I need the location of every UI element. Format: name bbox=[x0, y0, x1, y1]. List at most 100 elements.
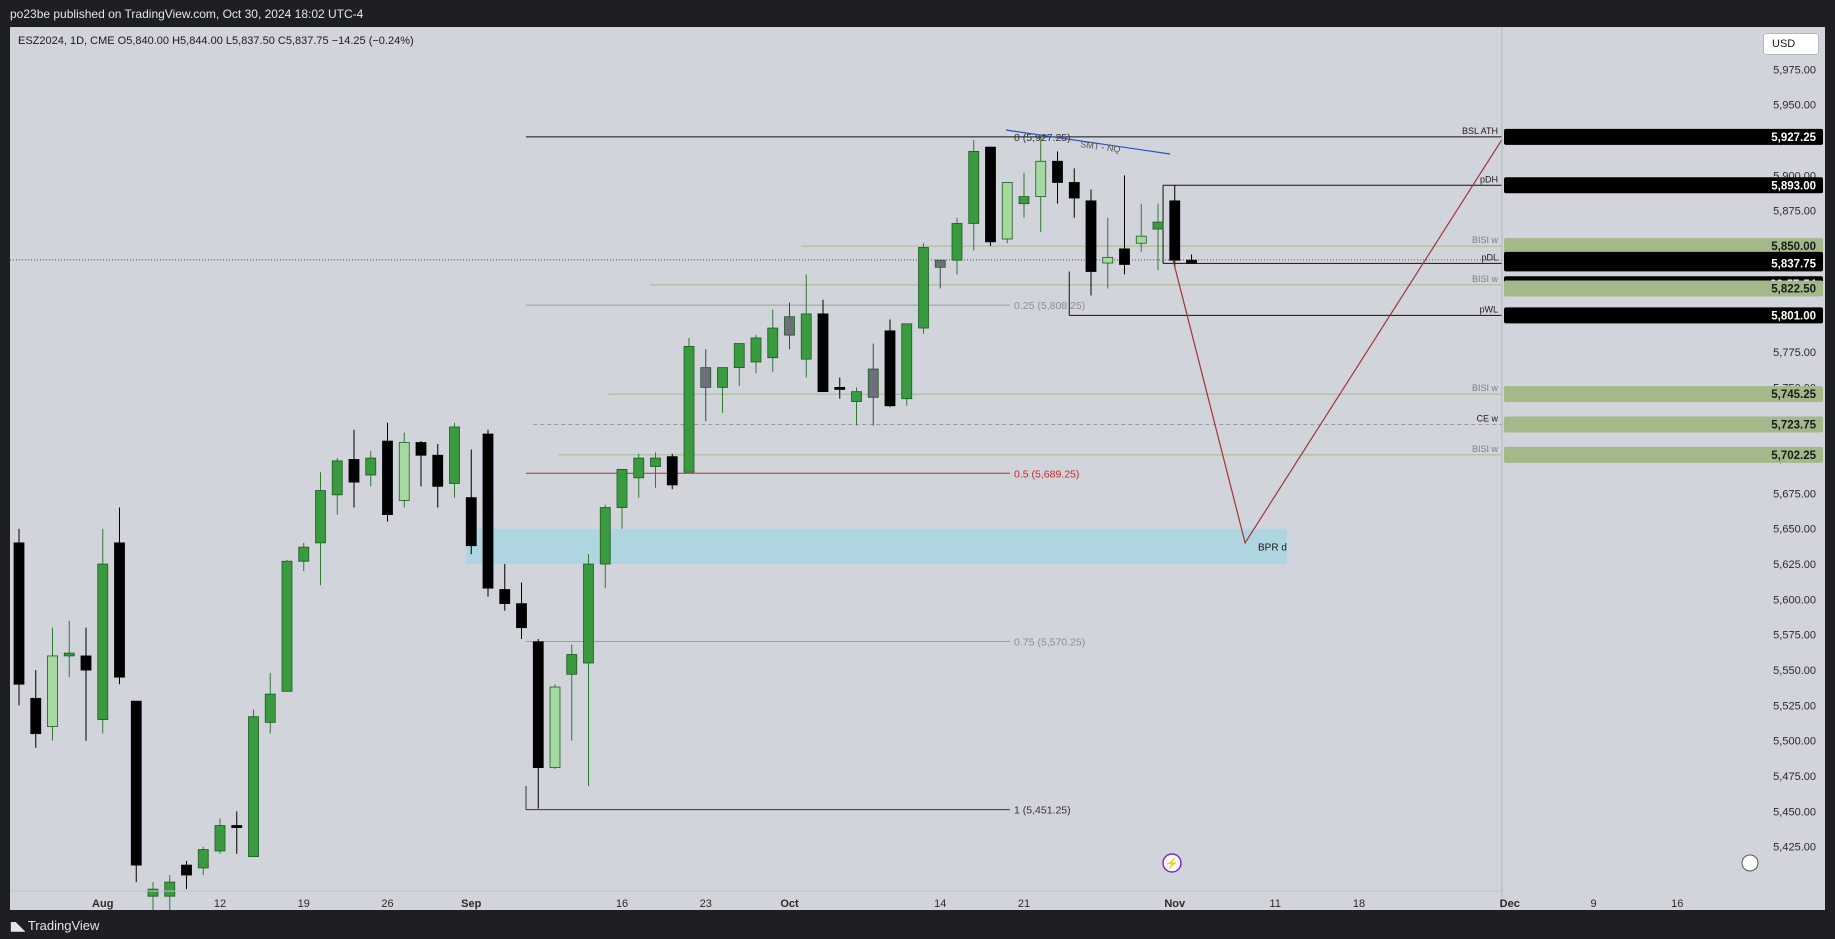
candle-body[interactable] bbox=[231, 825, 243, 828]
y-tick-label: 5,600.00 bbox=[1773, 594, 1816, 606]
candle-body[interactable] bbox=[415, 442, 427, 456]
bpr-zone[interactable] bbox=[466, 528, 1287, 565]
candle-body[interactable] bbox=[1169, 200, 1181, 261]
candle-body[interactable] bbox=[80, 655, 92, 671]
price-chart[interactable]: BPR d BSL ATH pDH pDL pWL BISI w BISI w BISI w… bbox=[10, 27, 1825, 910]
candle-body[interactable] bbox=[650, 457, 661, 467]
lightning-icon[interactable] bbox=[1162, 853, 1182, 873]
candle-body[interactable] bbox=[248, 716, 259, 858]
candle-body[interactable] bbox=[733, 343, 745, 369]
candle-body[interactable] bbox=[1018, 196, 1030, 205]
candle-body[interactable] bbox=[214, 825, 226, 852]
bottom-bar: ▮◣ TradingView bbox=[0, 910, 1835, 939]
lightning-icon-glyph: ⚡ bbox=[1165, 857, 1179, 870]
x-tick-label: 9 bbox=[1590, 898, 1596, 910]
candle-body[interactable] bbox=[985, 146, 996, 243]
candle-body[interactable] bbox=[666, 456, 678, 486]
candle-body[interactable] bbox=[683, 346, 695, 473]
candle-body[interactable] bbox=[315, 490, 326, 544]
candle-body[interactable] bbox=[1085, 200, 1097, 272]
symbol-ohlc: ESZ2024, 1D, CME O5,840.00 H5,844.00 L5,… bbox=[18, 35, 414, 47]
candle-body[interactable] bbox=[934, 259, 946, 268]
candle-body[interactable] bbox=[97, 563, 109, 720]
candle-body[interactable] bbox=[566, 654, 578, 675]
candle-body[interactable] bbox=[1186, 259, 1197, 264]
candle-body[interactable] bbox=[47, 655, 58, 728]
candle-body[interactable] bbox=[968, 150, 980, 224]
candle-body[interactable] bbox=[750, 337, 762, 363]
x-tick-label: 16 bbox=[1671, 898, 1683, 910]
candle-body[interactable] bbox=[1135, 235, 1147, 244]
fib-label: 0.75 (5,570.25) bbox=[1014, 636, 1085, 648]
candle-body[interactable] bbox=[147, 888, 159, 897]
candle-body[interactable] bbox=[63, 652, 75, 657]
candle-body[interactable] bbox=[867, 368, 879, 398]
candle-body[interactable] bbox=[465, 497, 477, 547]
y-tick-label: 5,875.00 bbox=[1773, 206, 1816, 218]
candle-body[interactable] bbox=[30, 697, 42, 735]
candle-body[interactable] bbox=[331, 460, 343, 496]
tradingview-logo[interactable]: ▮◣ TradingView bbox=[10, 918, 99, 933]
candle-body[interactable] bbox=[884, 330, 896, 407]
x-tick-label: Dec bbox=[1500, 898, 1520, 910]
candle-body[interactable] bbox=[516, 603, 527, 629]
price-axis-tag bbox=[1504, 280, 1823, 297]
candle-body[interactable] bbox=[851, 391, 862, 402]
candle-body[interactable] bbox=[499, 589, 511, 605]
candle-body[interactable] bbox=[449, 426, 460, 484]
price-axis-panel[interactable] bbox=[1502, 27, 1825, 910]
candle-body[interactable] bbox=[197, 849, 209, 869]
x-tick-label: 14 bbox=[934, 898, 946, 910]
candle-body[interactable] bbox=[181, 864, 192, 876]
projection-path[interactable] bbox=[1172, 69, 1548, 545]
candle-body[interactable] bbox=[784, 316, 795, 336]
candle-body[interactable] bbox=[1152, 221, 1164, 230]
candle-body[interactable] bbox=[599, 507, 611, 565]
level-label: CE w bbox=[1476, 414, 1498, 424]
candle-body[interactable] bbox=[1102, 256, 1114, 264]
candle-body[interactable] bbox=[532, 641, 544, 768]
candle-body[interactable] bbox=[700, 367, 712, 388]
candle-body[interactable] bbox=[767, 327, 779, 359]
candle-body[interactable] bbox=[482, 433, 494, 589]
candle-body[interactable] bbox=[633, 457, 645, 479]
candle-body[interactable] bbox=[800, 313, 812, 360]
candle-body[interactable] bbox=[365, 457, 377, 476]
candle-body[interactable] bbox=[398, 442, 410, 501]
candle-body[interactable] bbox=[1119, 248, 1130, 265]
y-tick-label: 5,575.00 bbox=[1773, 630, 1816, 642]
candle-body[interactable] bbox=[918, 247, 929, 329]
candle-body[interactable] bbox=[382, 440, 393, 515]
candle-body[interactable] bbox=[951, 223, 963, 261]
price-axis-tag bbox=[1504, 386, 1823, 403]
candle-body[interactable] bbox=[549, 686, 561, 768]
candle-body[interactable] bbox=[583, 563, 594, 664]
candle-body[interactable] bbox=[901, 323, 913, 400]
candle-body[interactable] bbox=[432, 454, 444, 487]
candle-body[interactable] bbox=[817, 313, 829, 393]
candle-body[interactable] bbox=[264, 693, 276, 723]
price-axis-tag-text: 5,723.75 bbox=[1771, 420, 1816, 432]
candle-body[interactable] bbox=[834, 386, 846, 390]
candle-body[interactable] bbox=[717, 367, 728, 388]
reset-view-icon[interactable] bbox=[1741, 854, 1759, 872]
currency-button[interactable]: USD bbox=[1763, 33, 1819, 55]
candle-body[interactable] bbox=[164, 881, 176, 897]
candle-body[interactable] bbox=[114, 542, 125, 678]
candle-body[interactable] bbox=[281, 560, 293, 692]
candle-body[interactable] bbox=[1035, 160, 1047, 197]
candle-body[interactable] bbox=[1001, 182, 1013, 240]
smt-line[interactable] bbox=[1005, 129, 1171, 155]
x-tick-label: Oct bbox=[780, 898, 799, 910]
candle-body[interactable] bbox=[1052, 160, 1063, 183]
candle-body[interactable] bbox=[298, 546, 310, 562]
candle-body[interactable] bbox=[13, 542, 25, 685]
candle-body[interactable] bbox=[1068, 182, 1080, 199]
candle-body[interactable] bbox=[130, 700, 142, 866]
price-axis-tag-text: 5,801.00 bbox=[1771, 310, 1816, 322]
x-tick-label: 12 bbox=[214, 898, 226, 910]
fib-label: 0.25 (5,808.25) bbox=[1014, 300, 1085, 312]
candle-body[interactable] bbox=[348, 459, 360, 483]
candle-body[interactable] bbox=[616, 468, 628, 508]
smt-label: SMT - NQ bbox=[1080, 139, 1121, 155]
